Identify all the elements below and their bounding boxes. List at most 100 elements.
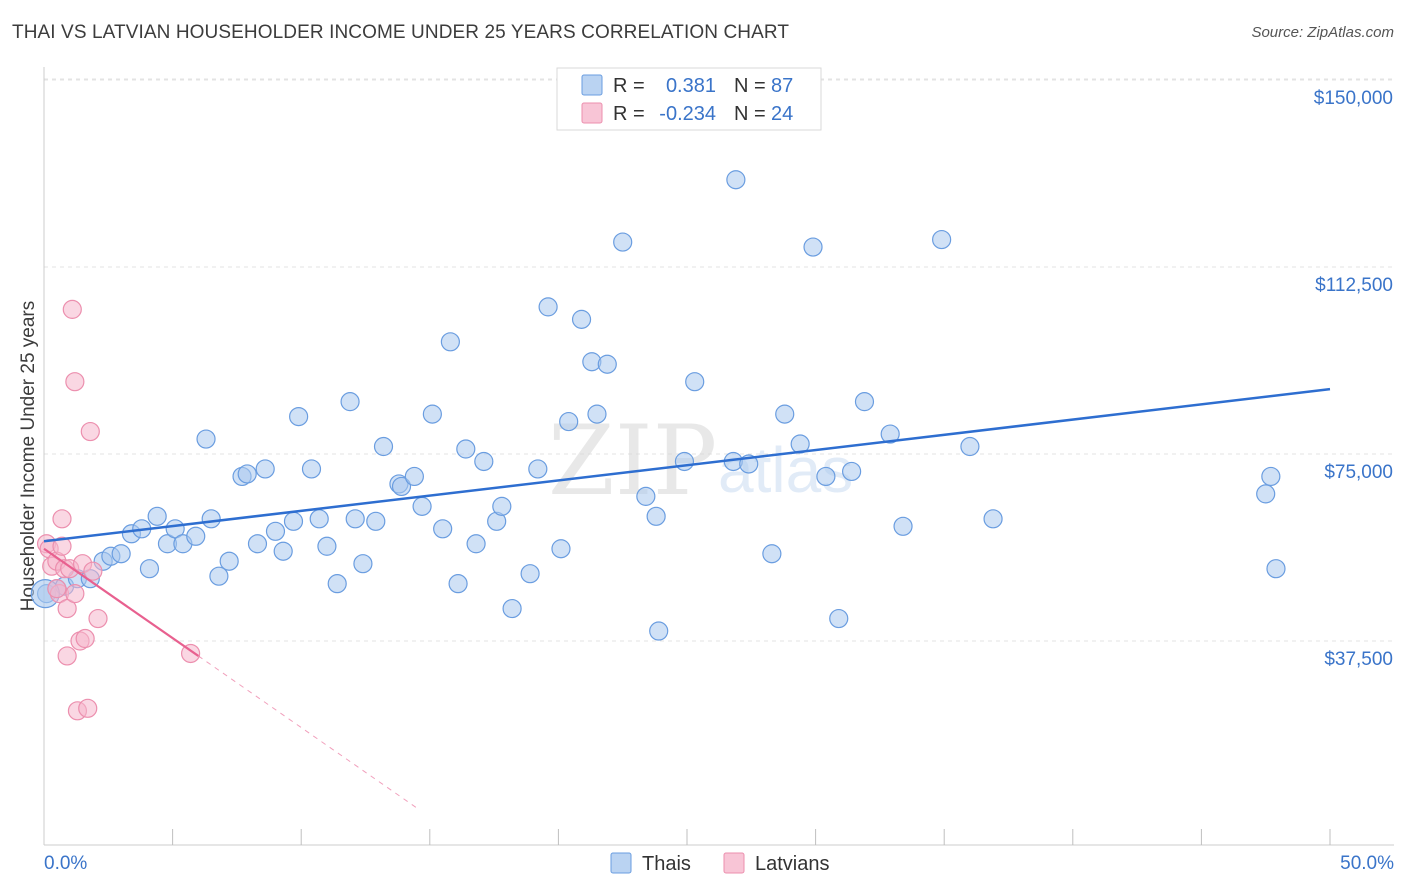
legend-n-label-thais: N =: [734, 75, 766, 97]
data-point: [440, 332, 460, 352]
data-point: [186, 526, 206, 546]
data-point: [551, 539, 571, 559]
data-point: [1266, 559, 1286, 579]
data-point: [47, 579, 67, 599]
legend-r-value-thais: 0.381: [666, 75, 716, 97]
data-point: [65, 372, 85, 392]
data-point: [893, 516, 913, 536]
data-point: [273, 541, 293, 561]
data-point: [301, 459, 322, 479]
data-point: [353, 554, 373, 574]
data-point: [685, 372, 705, 392]
legend-r-label-thais: R =: [613, 75, 645, 97]
data-point: [932, 229, 952, 250]
data-point: [456, 439, 476, 459]
y-tick-label: $150,000: [1314, 88, 1393, 109]
data-point: [265, 521, 286, 541]
correlation-legend: R = 0.381 N = 87 R = -0.234 N = 24: [556, 67, 822, 131]
data-point: [404, 466, 424, 487]
data-point: [775, 404, 795, 424]
data-point: [960, 436, 980, 457]
y-tick-labels: $37,500 $75,000 $112,500 $150,000: [1314, 88, 1393, 670]
x-tick-labels: 0.0% 50.0%: [44, 853, 1394, 874]
data-point: [52, 536, 72, 556]
data-point: [391, 476, 412, 497]
data-point: [636, 486, 656, 506]
data-point: [571, 309, 592, 329]
series-legend: Thais Latvians: [610, 852, 830, 875]
chart-title: THAI VS LATVIAN HOUSEHOLDER INCOME UNDER…: [12, 22, 790, 43]
bottom-legend-swatch-thais: [610, 852, 632, 874]
data-point: [181, 643, 201, 664]
data-point: [196, 429, 216, 449]
data-point: [366, 511, 386, 531]
data-point: [597, 354, 617, 374]
data-point: [448, 574, 468, 594]
legend-swatch-thais: [581, 74, 603, 96]
data-point: [88, 608, 108, 629]
source-credit: Source: ZipAtlas.com: [1251, 24, 1394, 41]
data-point: [474, 451, 494, 472]
data-point: [559, 411, 579, 432]
data-point: [587, 404, 607, 424]
trendline-thais: [43, 387, 1331, 543]
data-point: [309, 509, 329, 529]
data-point: [80, 421, 100, 442]
data-point: [57, 598, 77, 619]
data-point: [247, 534, 268, 554]
data-point: [209, 566, 229, 586]
y-tick-label: $37,500: [1324, 649, 1393, 670]
data-point: [317, 536, 337, 556]
data-point: [492, 496, 512, 516]
data-point: [283, 511, 304, 531]
data-point: [78, 698, 98, 718]
legend-n-value-thais: 87: [771, 75, 793, 97]
gridlines: [44, 78, 1394, 642]
data-point: [433, 519, 453, 539]
data-point: [880, 424, 900, 444]
data-point: [255, 459, 275, 479]
series-latvians: [36, 299, 201, 721]
x-axis: [43, 829, 1394, 846]
data-point: [854, 392, 875, 412]
data-point: [422, 404, 442, 424]
data-point: [327, 574, 347, 594]
data-point: [65, 584, 85, 604]
x-tick-label-max: 50.0%: [1340, 853, 1394, 874]
legend-swatch-latvians: [581, 102, 603, 124]
y-tick-label: $112,500: [1315, 275, 1393, 296]
data-point: [726, 170, 746, 190]
data-point: [502, 598, 522, 619]
legend-n-label-latvians: N =: [734, 103, 766, 125]
data-point: [674, 451, 695, 472]
data-point: [83, 561, 103, 581]
data-point: [139, 559, 160, 579]
data-point: [803, 237, 823, 257]
y-tick-label: $75,000: [1324, 462, 1393, 483]
data-point: [147, 506, 167, 526]
legend-n-value-latvians: 24: [771, 103, 793, 125]
data-point: [528, 459, 548, 479]
data-point: [52, 509, 72, 529]
data-point: [111, 544, 131, 564]
y-axis-label: Householder Income Under 25 years: [18, 301, 39, 612]
data-point: [412, 496, 432, 516]
data-point: [649, 621, 669, 641]
data-point: [201, 509, 221, 529]
data-point: [219, 551, 239, 571]
data-point: [1256, 484, 1276, 504]
trendline-latvians-extended: [198, 655, 418, 809]
trendline-latvians: [43, 547, 199, 657]
data-point: [57, 646, 77, 666]
bottom-legend-swatch-latvians: [723, 852, 745, 874]
series-thais: [30, 170, 1286, 641]
data-point: [373, 436, 394, 457]
data-point: [345, 509, 365, 529]
data-point: [289, 407, 309, 427]
bottom-legend-latvians: Latvians: [755, 853, 830, 875]
data-point: [829, 608, 849, 629]
data-point: [983, 509, 1003, 529]
data-point: [816, 466, 836, 487]
data-point: [520, 564, 540, 584]
